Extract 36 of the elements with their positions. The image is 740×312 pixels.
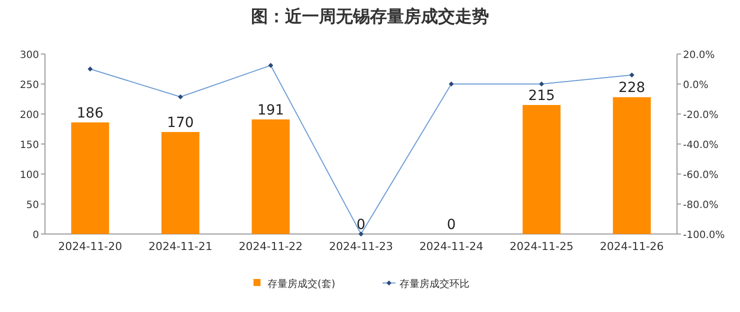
y-tick-label: 150 bbox=[20, 140, 39, 151]
data-label: 228 bbox=[618, 80, 646, 96]
y2-tick-label: -20.0% bbox=[683, 110, 718, 121]
legend-label: 存量房成交环比 bbox=[400, 278, 470, 290]
data-label: 170 bbox=[167, 115, 194, 131]
x-tick-label: 2024-11-20 bbox=[58, 240, 122, 253]
x-tick-label: 2024-11-21 bbox=[148, 240, 212, 253]
y-tick-label: 300 bbox=[20, 50, 39, 61]
data-label: 186 bbox=[76, 105, 104, 122]
data-label: 0 bbox=[356, 217, 366, 233]
y-tick-label: 100 bbox=[20, 170, 39, 181]
y-tick-label: 0 bbox=[32, 230, 39, 241]
legend-label: 存量房成交(套) bbox=[268, 278, 336, 290]
y2-tick-label: -60.0% bbox=[683, 170, 718, 181]
x-tick-label: 2024-11-26 bbox=[600, 240, 664, 253]
y2-tick-label: -100.0% bbox=[683, 230, 725, 241]
chart-title: 图：近一周无锡存量房成交走势 bbox=[251, 7, 489, 27]
y2-tick-label: 0.0% bbox=[683, 80, 708, 91]
bar bbox=[522, 105, 561, 234]
y2-tick-label: 20.0% bbox=[683, 50, 715, 61]
y-tick-label: 50 bbox=[26, 200, 39, 211]
y-tick-label: 200 bbox=[20, 110, 39, 121]
bar bbox=[252, 119, 290, 234]
bar bbox=[161, 132, 200, 234]
y-tick-label: 250 bbox=[20, 80, 39, 91]
x-tick-label: 2024-11-23 bbox=[329, 240, 393, 253]
bar bbox=[612, 97, 651, 234]
y2-tick-label: -40.0% bbox=[683, 140, 718, 151]
data-label: 191 bbox=[257, 102, 284, 118]
data-label: 0 bbox=[446, 217, 456, 233]
x-tick-label: 2024-11-22 bbox=[238, 240, 303, 253]
x-tick-label: 2024-11-24 bbox=[419, 240, 484, 253]
data-label: 215 bbox=[528, 88, 555, 104]
bar bbox=[71, 122, 110, 234]
x-tick-label: 2024-11-25 bbox=[510, 240, 574, 253]
y2-tick-label: -80.0% bbox=[683, 200, 718, 211]
